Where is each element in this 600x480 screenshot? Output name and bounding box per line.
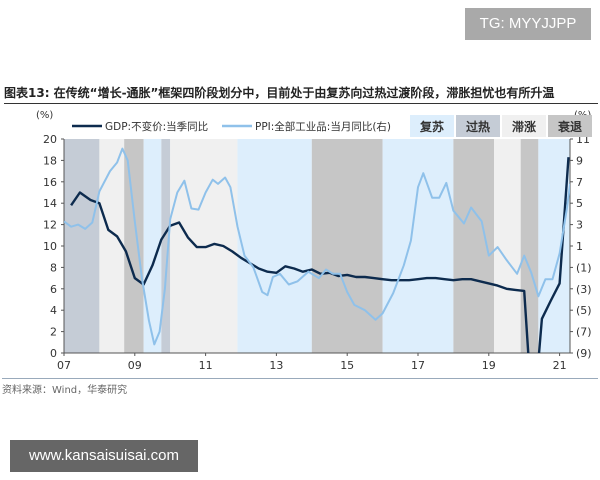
phase-band <box>64 139 100 353</box>
legend-label: PPI:全部工业品:当月同比(右) <box>255 120 391 133</box>
phase-band <box>494 139 521 353</box>
phase-legend-label: 衰退 <box>557 119 582 134</box>
right-tick-label: 5 <box>576 197 583 210</box>
phase-band <box>382 139 454 353</box>
x-tick-label: 07 <box>57 359 71 372</box>
left-axis-unit: (%) <box>36 110 53 121</box>
watermark-bottom: www.kansaisuisai.com <box>10 440 198 472</box>
x-tick-label: 13 <box>269 359 283 372</box>
gdp-line <box>70 157 570 353</box>
left-tick-label: 6 <box>50 283 57 296</box>
right-tick-label: 1 <box>576 240 583 253</box>
x-tick-label: 19 <box>482 359 496 372</box>
chart: 02468101214161820(9)(7)(5)(3)(1)13579110… <box>36 110 592 372</box>
right-tick-label: 9 <box>576 154 583 167</box>
x-tick-label: 21 <box>553 359 567 372</box>
left-tick-label: 16 <box>43 176 57 189</box>
phase-band <box>520 139 539 353</box>
x-tick-label: 15 <box>340 359 354 372</box>
phase-legend-swatch <box>502 115 546 137</box>
legend-label: GDP:不变价:当季同比 <box>105 120 208 133</box>
right-tick-label: (1) <box>576 261 592 274</box>
left-tick-label: 10 <box>43 240 57 253</box>
phase-band <box>161 139 171 353</box>
left-tick-label: 8 <box>50 261 57 274</box>
x-tick-label: 09 <box>128 359 142 372</box>
left-tick-label: 2 <box>50 326 57 339</box>
right-tick-label: 7 <box>576 176 583 189</box>
phase-band <box>99 139 125 353</box>
phase-band <box>538 139 571 353</box>
right-tick-label: (9) <box>576 347 592 360</box>
watermark-top: TG: MYYJJPP <box>465 8 591 40</box>
right-tick-label: (3) <box>576 283 592 296</box>
x-tick-label: 17 <box>411 359 425 372</box>
phase-legend-label: 复苏 <box>419 119 444 134</box>
phase-band <box>143 139 162 353</box>
left-tick-label: 12 <box>43 219 57 232</box>
phase-legend-swatch <box>548 115 592 137</box>
phase-legend-swatch <box>410 115 454 137</box>
left-tick-label: 4 <box>50 304 57 317</box>
left-tick-label: 18 <box>43 154 57 167</box>
source-note: 资料来源：Wind，华泰研究 <box>2 378 598 396</box>
right-tick-label: 3 <box>576 219 583 232</box>
phase-legend-label: 滞涨 <box>512 119 536 134</box>
chart-title: 图表13: 在传统“增长-通胀”框架四阶段划分中，目前处于由复苏向过热过渡阶段，… <box>4 84 598 104</box>
left-tick-label: 14 <box>43 197 57 210</box>
ppi-line <box>64 147 570 346</box>
right-tick-label: (7) <box>576 326 592 339</box>
right-tick-label: (5) <box>576 304 592 317</box>
x-tick-label: 11 <box>199 359 213 372</box>
phase-band <box>237 139 312 353</box>
phase-band <box>453 139 495 353</box>
phase-band <box>124 139 144 353</box>
phase-band <box>311 139 383 353</box>
phase-legend-swatch <box>456 115 500 137</box>
left-tick-label: 0 <box>50 347 57 360</box>
left-tick-label: 20 <box>43 133 57 146</box>
phase-legend-label: 过热 <box>466 119 490 134</box>
